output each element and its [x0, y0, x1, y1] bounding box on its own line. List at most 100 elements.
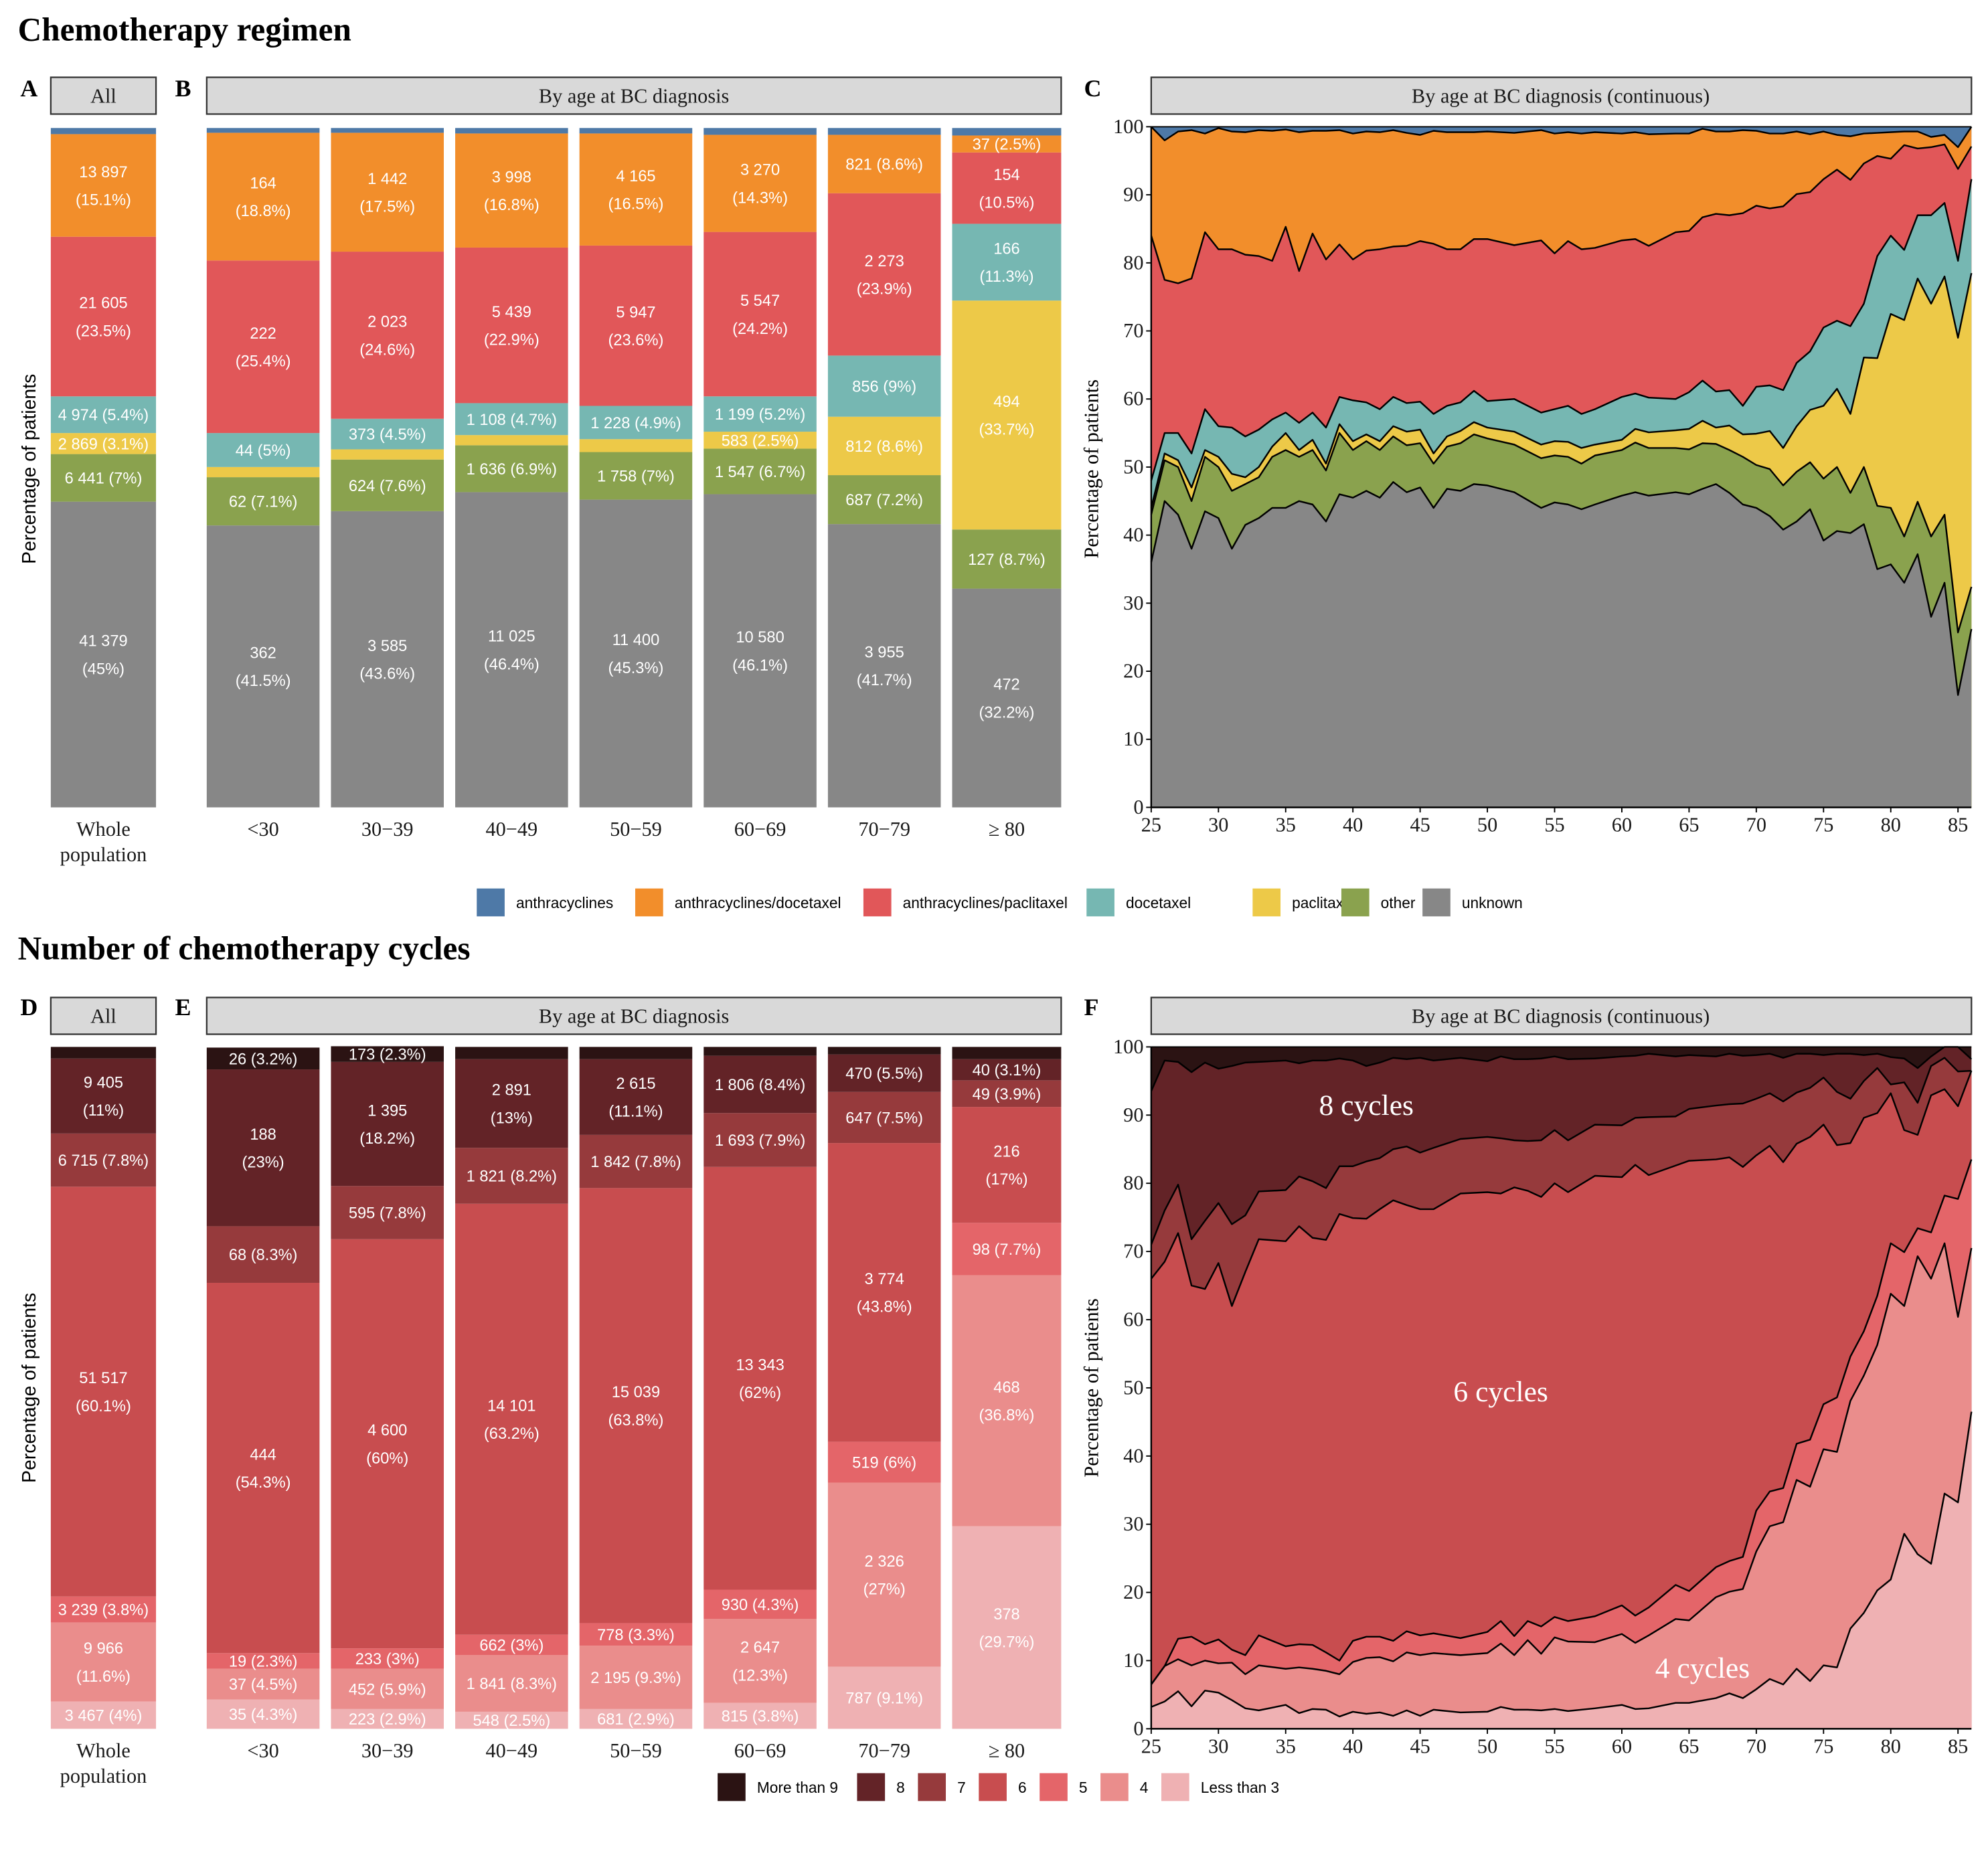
legend-item: unknown: [1422, 888, 1523, 917]
bar-2: 223 (2.9%) 452 (5.9%) 233 (3%) 4 600 (60%) 59…: [331, 1046, 444, 1729]
legend-item: anthracyclines/docetaxel: [635, 888, 841, 917]
bar-segment: [206, 1069, 320, 1227]
bar-segment: [827, 1441, 941, 1483]
segment-label: 821 (8.6%): [845, 157, 923, 174]
bar-segment: [50, 134, 157, 237]
segment-label: 13 343 (62%): [736, 1356, 784, 1402]
segment-label: 4 974 (5.4%): [58, 407, 149, 424]
segment-label: 3 585 (43.6%): [359, 638, 415, 683]
bar-segment: [455, 435, 568, 446]
bar-segment: [952, 135, 1062, 153]
legend-item: Less than 3: [1161, 1773, 1279, 1801]
section-title-regimen: Chemotherapy regimen: [18, 11, 351, 48]
segment-label: 647 (7.5%): [845, 1110, 923, 1127]
segment-label: 472 (32.2%): [979, 677, 1035, 722]
bar-segment: [50, 1622, 157, 1702]
bar-segment: [455, 1711, 568, 1729]
legend-swatch: [1086, 888, 1114, 917]
segment-label: 787 (9.1%): [845, 1690, 923, 1708]
bar-segment: [703, 1055, 817, 1114]
bar-0: 3 467 (4%) 9 966 (11.6%) 3 239 (3.8%) 51 517…: [50, 1047, 157, 1729]
segment-label: 468 (36.8%): [979, 1379, 1035, 1425]
bar-segment: [579, 1134, 693, 1188]
section-title-cycles: Number of chemotherapy cycles: [18, 930, 471, 967]
legend-label: unknown: [1462, 894, 1523, 911]
x-tick-label: 50−59: [610, 1739, 662, 1762]
bar-segment: [827, 1054, 941, 1092]
segment-label: 127 (8.7%): [968, 551, 1046, 569]
x-tick-label: 55: [1544, 813, 1564, 836]
bar-segment: [50, 1058, 157, 1134]
y-tick-label: 40: [1123, 523, 1143, 546]
bar-segment: [331, 1046, 444, 1062]
segment-label: 35 (4.3%): [229, 1706, 298, 1724]
x-tick-label: 75: [1813, 1735, 1833, 1757]
segment-label: 223 (2.9%): [349, 1711, 426, 1729]
x-tick-label: 25: [1141, 1735, 1161, 1757]
legend-swatch: [1422, 888, 1451, 917]
bar-segment: [455, 133, 568, 248]
segment-label: 216 (17%): [985, 1143, 1027, 1188]
segment-label: 1 108 (4.7%): [467, 412, 557, 429]
x-tick-label: 60: [1612, 813, 1632, 836]
x-tick-label: 65: [1679, 1735, 1699, 1757]
bar-segment: [331, 133, 444, 252]
segment-label: 2 647 (12.3%): [732, 1640, 788, 1685]
bar-segment: [827, 193, 941, 356]
panel-label-f: F: [1084, 994, 1098, 1021]
bar-segment: [206, 466, 320, 478]
legend-swatch: [1100, 1773, 1129, 1801]
bar-segment: [952, 1275, 1062, 1526]
segment-label: 62 (7.1%): [229, 494, 298, 511]
x-tick-label: 50: [1477, 1735, 1497, 1757]
segment-label: 40 (3.1%): [973, 1062, 1042, 1079]
x-tick-label: ≥ 80: [989, 1739, 1025, 1762]
bar-segment: [331, 459, 444, 511]
bar-segment: [579, 1623, 693, 1646]
segment-label: 687 (7.2%): [845, 492, 923, 509]
strip-a-text: All: [90, 84, 116, 107]
y-tick-label: 70: [1123, 1240, 1143, 1263]
segment-label: 595 (7.8%): [349, 1205, 426, 1223]
bar-segment: [827, 1482, 941, 1667]
bar-segment: [952, 1223, 1062, 1275]
x-tick-label: 55: [1544, 1735, 1564, 1757]
segment-label: 14 101 (63.2%): [484, 1397, 540, 1443]
area-chart-regimen: 0 10 20 30 40 50 60 70 80 90 100 25 30 35 40 45 50 55 60 65…: [1113, 115, 1973, 836]
bar-segment: [50, 1186, 157, 1597]
legend-item: other: [1341, 888, 1416, 917]
x-tick-label: 40: [1343, 1735, 1363, 1757]
x-tick-label: 45: [1410, 1735, 1430, 1757]
segment-label: 21 605 (23.5%): [76, 295, 131, 341]
segment-label: 494 (33.7%): [979, 393, 1035, 439]
bar-segment: [50, 1701, 157, 1729]
bar-segment: [579, 406, 693, 440]
segment-label: 662 (3%): [479, 1638, 544, 1655]
bar-segment: [579, 1059, 693, 1135]
bar-segment: [331, 1708, 444, 1729]
bar-segment: [952, 1059, 1062, 1081]
bar-segment: [827, 355, 941, 417]
x-tick-label: <30: [247, 818, 278, 841]
legend-swatch: [718, 1773, 746, 1801]
bar-3: 11 025 (46.4%) 1 636 (6.9%) 1 108 (4.7%) 5 4…: [455, 128, 568, 808]
bar-segment: [455, 128, 568, 134]
bar-segment: [206, 1668, 320, 1700]
area-boundary-line: [1150, 1159, 1973, 1685]
bar-5: 815 (3.8%) 2 647 (12.3%) 930 (4.3%) 13 343 (6…: [703, 1047, 817, 1729]
y-tick-label: 100: [1113, 115, 1143, 138]
segment-label: 1 821 (8.2%): [467, 1168, 557, 1186]
bar-segment: [331, 418, 444, 450]
segment-label: 2 326 (27%): [863, 1553, 906, 1599]
legend-swatch: [918, 1773, 946, 1801]
segment-label: 26 (3.2%): [229, 1051, 298, 1068]
x-tick-label: 70: [1746, 813, 1766, 836]
bar-segment: [827, 128, 941, 135]
bar-segment: [827, 1047, 941, 1055]
bar-6: 787 (9.1%) 2 326 (27%) 519 (6%) 3 774 (43.8%)…: [827, 1047, 941, 1729]
y-tick-label: 100: [1113, 1035, 1143, 1058]
segment-label: 583 (2.5%): [722, 432, 799, 450]
legend-label: anthracyclines: [516, 894, 613, 911]
segment-label: 1 693 (7.9%): [715, 1132, 805, 1150]
bar-segment: [206, 477, 320, 526]
